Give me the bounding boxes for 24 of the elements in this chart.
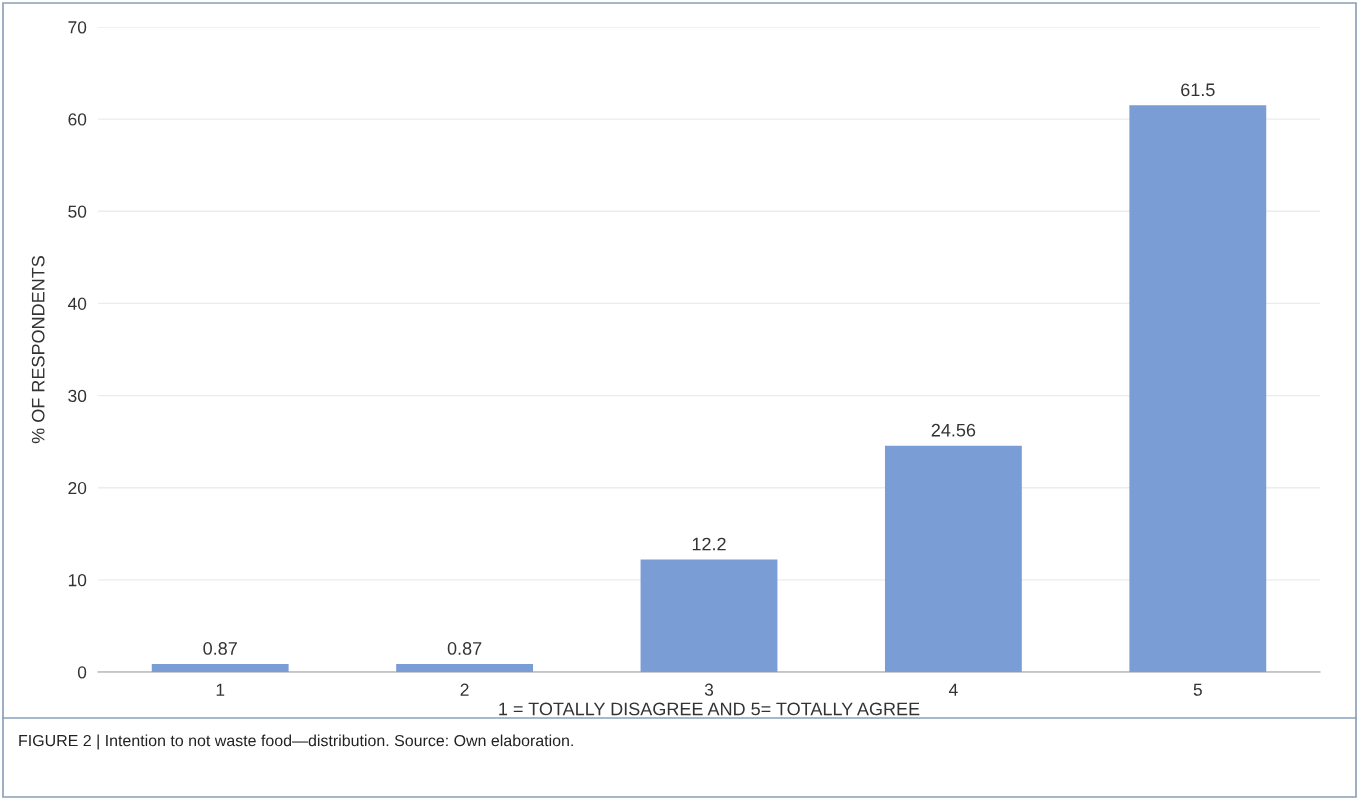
- y-tick-label: 10: [68, 574, 87, 587]
- y-axis-title: % OF RESPONDENTS: [31, 256, 45, 444]
- data-label: 12.2: [692, 537, 726, 551]
- data-label: 0.87: [447, 642, 482, 655]
- x-tick-label: 1: [216, 683, 225, 696]
- y-tick-label: 50: [68, 205, 87, 218]
- bar: [640, 559, 778, 672]
- x-tick-label: 4: [948, 683, 958, 696]
- caption: FIGURE 2 | Intention to not waste food—distribution. Source: Own elaboration.: [19, 734, 573, 750]
- x-tick-label: 5: [1193, 683, 1202, 696]
- y-tick-label: 40: [67, 297, 87, 310]
- y-tick-label: 30: [68, 389, 87, 403]
- x-tick-label: 3: [704, 683, 714, 696]
- bar: [884, 445, 1022, 672]
- x-axis-title: 1 = TOTALLY DISAGREE AND 5= TOTALLY AGREE: [499, 702, 920, 716]
- data-label: 0.87: [203, 642, 237, 655]
- data-label: 61.5: [1181, 83, 1215, 97]
- y-tick-label: 20: [68, 481, 87, 495]
- y-tick-label: 60: [68, 113, 87, 126]
- bar: [1129, 105, 1267, 672]
- data-label: 24.56: [931, 423, 976, 437]
- x-tick-label: 2: [460, 683, 469, 696]
- y-tick-label: 0: [77, 666, 87, 679]
- y-tick-label: 70: [68, 21, 87, 34]
